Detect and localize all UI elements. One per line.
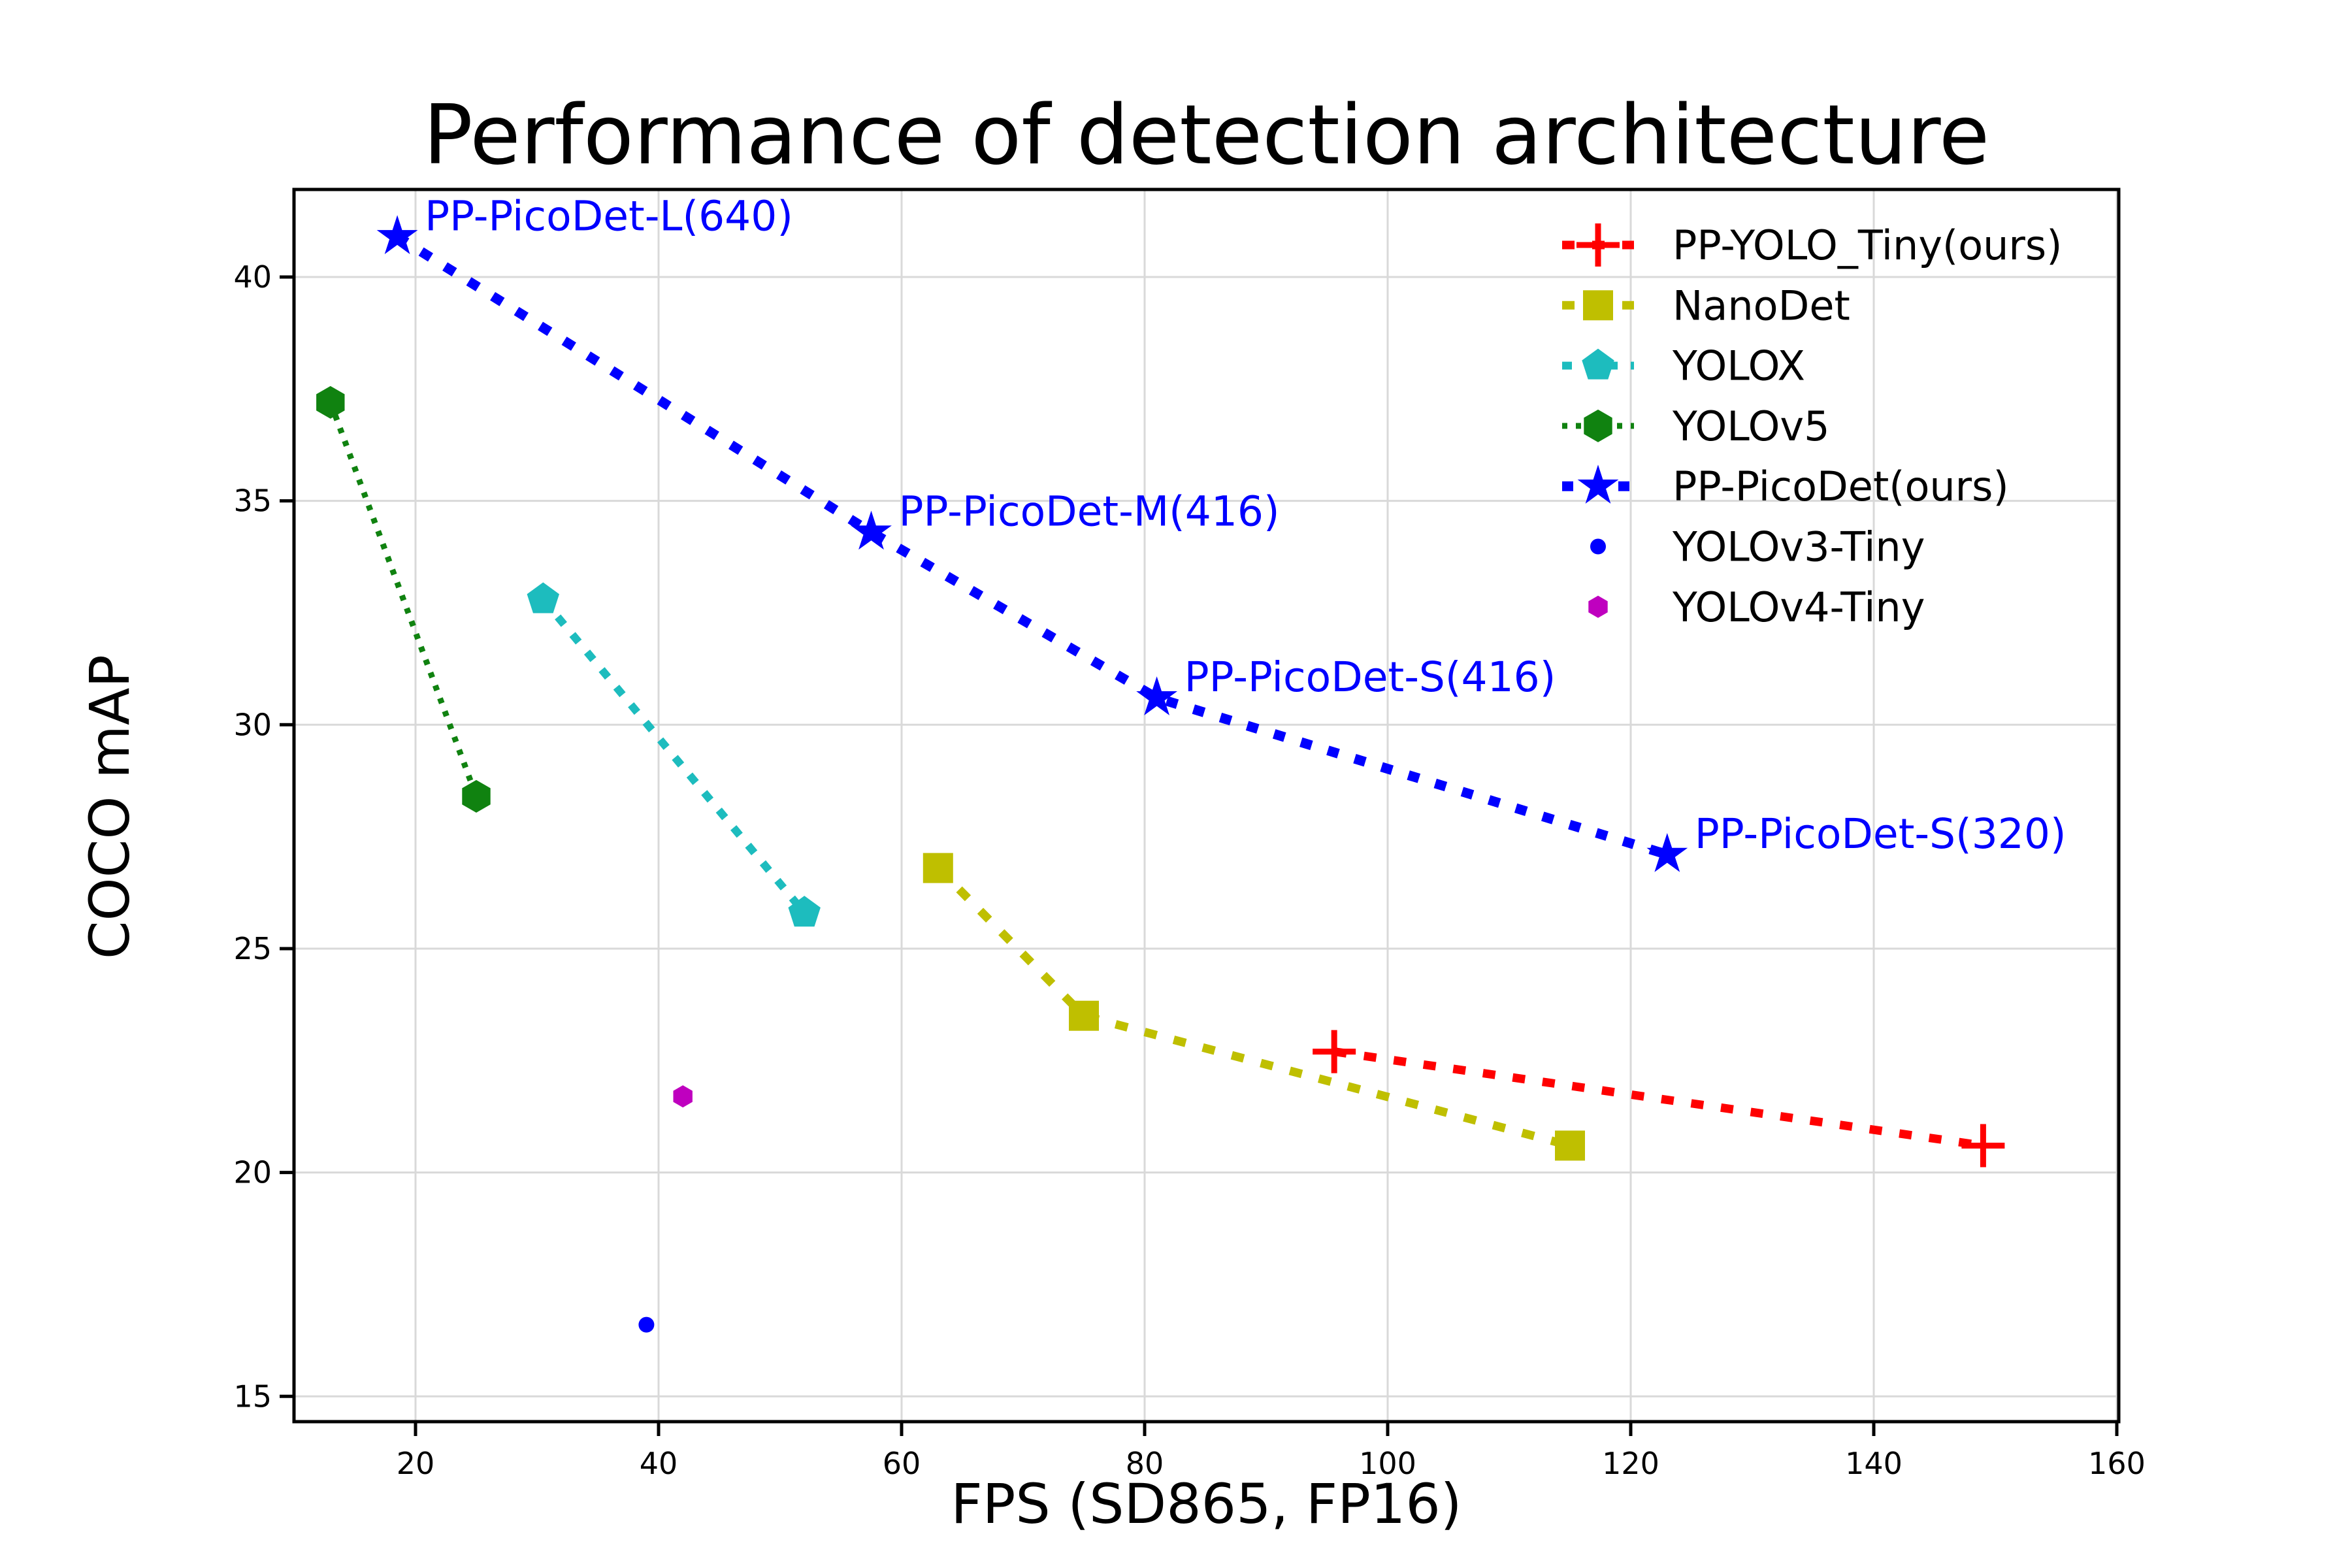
series-line-yolox [540,596,808,915]
series-line-yolov5 [327,401,480,798]
marker-yolov3-tiny-0 [638,1316,655,1333]
marker-yolov5-1 [462,779,491,813]
marker-pp-yolo-tiny-ours-0 [1313,1030,1356,1073]
legend-swatch-nanodet [1583,290,1613,321]
y-tick-label-25: 25 [233,931,272,966]
annotation-pp-picodet-s-416: PP-PicoDet-S(416) [1184,653,1556,701]
annotation-pp-picodet-l-640: PP-PicoDet-L(640) [425,192,793,240]
x-axis-label: FPS (SD865, FP16) [951,1472,1462,1536]
legend-swatch-yolox [1582,348,1614,380]
marker-nanodet-0 [923,853,953,883]
marker-pp-yolo-tiny-ours-1 [1961,1124,2005,1168]
marker-nanodet-2 [1555,1130,1585,1161]
y-tick-label-35: 35 [233,483,272,519]
series-line-pp-picodet-ours [395,232,1669,860]
marker-pp-picodet-ours-2 [1136,676,1177,715]
legend-item-yolov3-tiny: YOLOv3-Tiny [1672,523,1925,571]
legend-item-yolov5: YOLOv5 [1672,402,1830,450]
marker-yolov4-tiny-0 [673,1085,693,1108]
legend-item-pp-yolo-tiny-ours: PP-YOLO_Tiny(ours) [1673,221,2062,269]
marker-yolox-1 [788,896,821,927]
marker-yolox-0 [527,582,559,613]
legend-swatch-yolov5 [1584,409,1612,442]
marker-pp-picodet-ours-1 [851,510,892,550]
legend-item-nanodet: NanoDet [1673,282,1850,329]
x-tick-label-40: 40 [640,1446,678,1481]
legend-item-pp-picodet-ours: PP-PicoDet(ours) [1673,463,2009,510]
chart-title: Performance of detection architecture [423,87,1990,183]
legend-swatch-pp-picodet-ours [1577,465,1619,504]
marker-pp-picodet-ours-3 [1646,833,1688,872]
legend-item-yolox: YOLOX [1672,342,1805,390]
x-tick-label-60: 60 [883,1446,921,1481]
y-tick-label-20: 20 [233,1155,272,1190]
legend-swatch-pp-yolo-tiny-ours [1576,223,1620,267]
legend-swatch-yolov4-tiny [1588,595,1608,618]
marker-nanodet-1 [1069,1000,1099,1031]
series-line-nanodet [935,865,1571,1150]
x-tick-label-80: 80 [1126,1446,1164,1481]
y-axis-label: COCO mAP [78,654,142,960]
marker-yolov5-0 [316,385,345,419]
annotation-pp-picodet-m-416: PP-PicoDet-M(416) [899,488,1280,536]
y-tick-label-15: 15 [233,1379,272,1414]
y-tick-label-40: 40 [233,259,272,295]
x-tick-label-160: 160 [2088,1446,2146,1481]
y-tick-label-30: 30 [233,707,272,742]
x-tick-label-120: 120 [1602,1446,1659,1481]
marker-pp-picodet-ours-0 [376,215,418,254]
axes-spines [292,188,2121,1424]
annotation-pp-picodet-s-320: PP-PicoDet-S(320) [1695,810,2066,858]
series-line-pp-yolo-tiny-ours [1333,1047,1984,1150]
x-tick-label-140: 140 [1845,1446,1903,1481]
legend-swatch-yolov3-tiny [1590,538,1606,555]
x-tick-label-100: 100 [1359,1446,1416,1481]
x-tick-label-20: 20 [397,1446,435,1481]
legend-item-yolov4-tiny: YOLOv4-Tiny [1672,583,1925,631]
